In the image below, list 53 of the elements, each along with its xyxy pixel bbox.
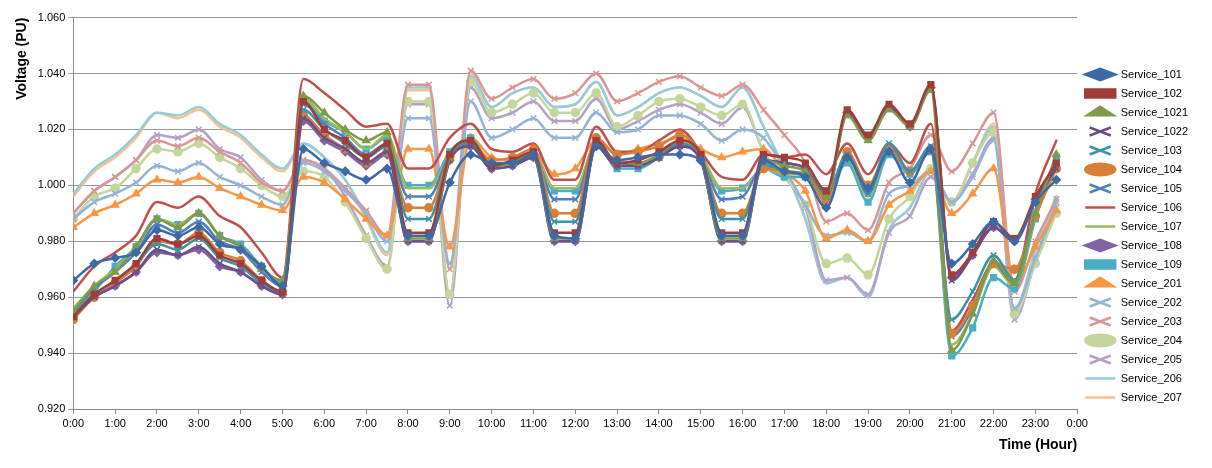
x-tick-label: 6:00 [313,416,336,429]
legend-label: Service_108 [1120,238,1182,251]
x-axis-title: Time (Hour) [998,436,1078,453]
x-tick-label: 1:00 [104,416,126,429]
x-tick-label: 0:00 [62,416,85,429]
x-tick-label: 7:00 [355,416,377,429]
x-tick-label: 5:00 [271,416,294,429]
x-tick-label: 3:00 [188,416,210,429]
x-tick-label: 16:00 [728,416,757,429]
x-tick-label: 0:00 [1066,416,1088,429]
x-tick-label: 19:00 [854,416,882,429]
legend-label: Service_205 [1120,352,1182,365]
x-tick-label: 12:00 [561,416,590,429]
legend-label: Service_201 [1120,276,1182,289]
y-tick-label: 1.020 [37,122,66,135]
y-tick-label: 1.060 [37,10,66,23]
legend-label: Service_104 [1120,162,1182,175]
y-tick-label: 1.000 [37,178,66,191]
legend-label: Service_106 [1120,200,1182,213]
x-tick-label: 17:00 [770,416,799,429]
x-tick-label: 14:00 [645,416,673,429]
y-tick-label: 0.960 [37,290,66,303]
legend-label: Service_203 [1120,314,1182,327]
y-tick-label: 0.920 [37,402,66,415]
legend-label: Service_202 [1120,295,1182,308]
legend-label: Service_105 [1120,181,1182,194]
x-tick-label: 22:00 [979,416,1008,429]
x-tick-label: 18:00 [812,416,841,429]
legend-label: Service_109 [1120,257,1182,270]
x-tick-label: 11:00 [520,416,547,429]
x-tick-label: 15:00 [687,416,715,429]
x-tick-label: 2:00 [146,416,168,429]
y-axis-title: Voltage (PU) [13,17,30,100]
x-tick-label: 9:00 [439,416,461,429]
x-tick-label: 21:00 [937,416,966,429]
legend-label: Service_204 [1120,333,1182,346]
legend-label: Service_207 [1120,390,1182,403]
x-tick-label: 10:00 [477,416,506,429]
x-tick-label: 20:00 [896,416,924,429]
legend-label: Service_107 [1120,219,1182,232]
x-tick-label: 13:00 [603,416,631,429]
legend-label: Service_103 [1120,143,1182,156]
legend-label: Service_1022 [1120,124,1189,137]
y-tick-label: 0.980 [37,234,66,247]
y-tick-label: 0.940 [37,346,66,359]
x-tick-label: 4:00 [229,416,252,429]
legend-label: Service_101 [1120,67,1182,80]
legend-label: Service_1021 [1120,105,1189,118]
x-tick-label: 23:00 [1021,416,1050,429]
legend-label: Service_206 [1120,371,1182,384]
x-tick-label: 8:00 [397,416,419,429]
legend-label: Service_102 [1120,86,1182,99]
y-tick-label: 1.040 [37,66,66,79]
